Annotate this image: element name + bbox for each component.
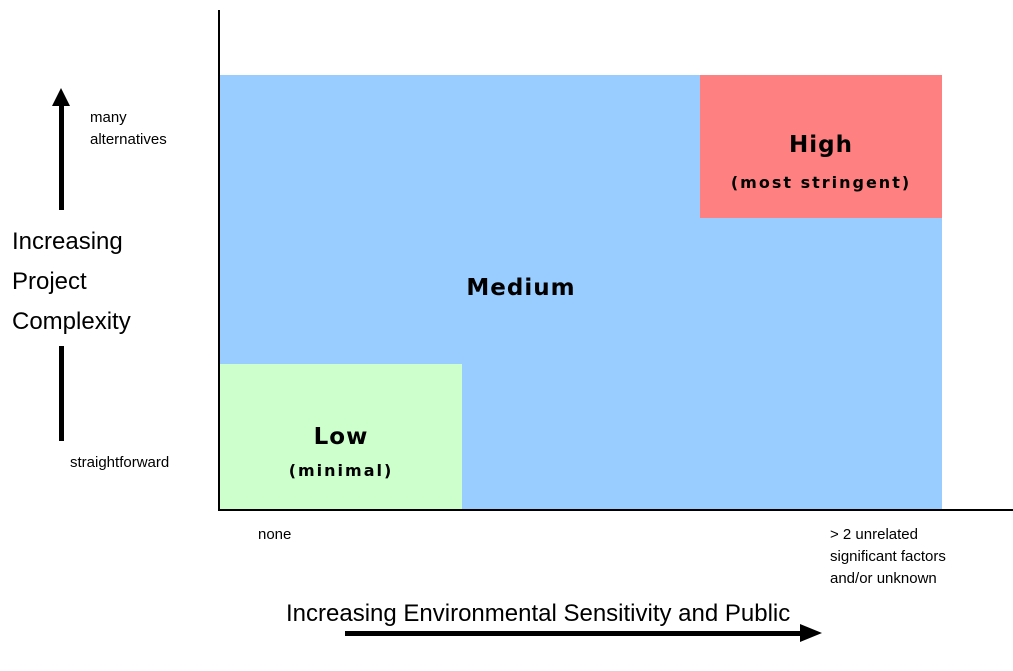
x-axis-label: Increasing Environmental Sensitivity and… <box>286 600 790 628</box>
y-axis-label-line-3: Complexity <box>12 302 192 335</box>
y-axis-label-line-1: Increasing <box>12 222 192 262</box>
zone-high-title: High <box>700 132 942 158</box>
y-axis-label-line-2: Project <box>12 262 192 302</box>
zone-low-subtitle: (minimal) <box>220 461 462 480</box>
zone-high-subtitle: (most stringent) <box>700 173 942 192</box>
arrow-right-icon <box>800 624 822 642</box>
y-arrow-shaft-top <box>59 100 64 210</box>
x-right-label-line-3: and/or unknown <box>830 568 1000 590</box>
x-arrow-shaft <box>345 631 805 636</box>
zone-medium-title: Medium <box>100 275 942 301</box>
y-bottom-label: straightforward <box>70 452 210 474</box>
y-axis-label: Increasing Project Complexity <box>12 222 192 335</box>
zone-high: High (most stringent) <box>700 75 942 218</box>
y-top-label: many alternatives <box>90 107 190 151</box>
zone-low: Low (minimal) <box>220 364 462 509</box>
x-right-label: > 2 unrelated significant factors and/or… <box>830 524 1000 594</box>
x-right-label-line-2: significant factors <box>830 546 1000 568</box>
zone-low-title: Low <box>220 424 462 450</box>
x-right-label-line-1: > 2 unrelated <box>830 524 1000 546</box>
x-left-label: none <box>258 524 291 546</box>
x-axis-line <box>218 509 1013 511</box>
y-arrow-shaft-bottom <box>59 346 64 441</box>
